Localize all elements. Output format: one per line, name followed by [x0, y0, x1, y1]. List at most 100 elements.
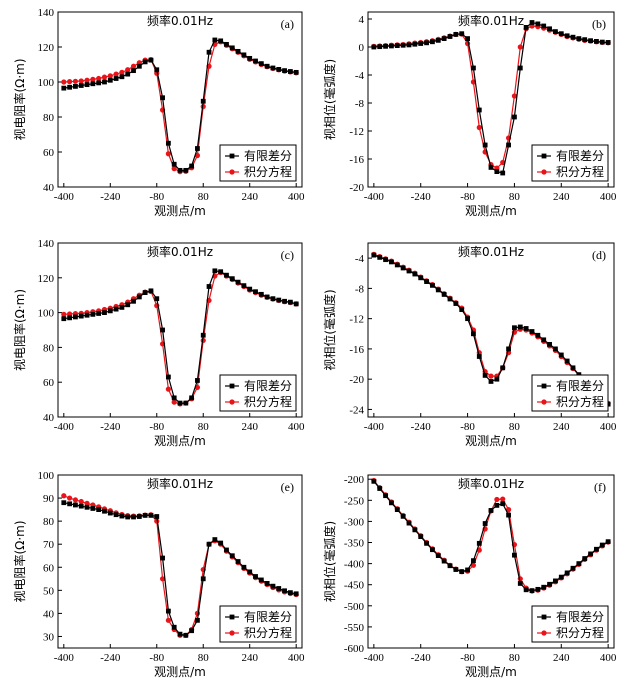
data-point	[154, 67, 160, 73]
x-axis-title: 观测点/m	[154, 665, 206, 679]
data-point	[61, 316, 67, 322]
chart-panel-a: -400 -240 -80 80 240 400 40 60 80 100 120 140 观测点/m 视…	[12, 7, 305, 218]
data-point	[102, 508, 107, 514]
data-point	[570, 34, 576, 40]
x-tick-label: -400	[54, 421, 75, 433]
data-point	[383, 493, 388, 499]
data-point	[500, 501, 506, 507]
series-finite-difference	[371, 252, 611, 407]
data-point	[564, 570, 570, 576]
legend-marker-fd	[229, 383, 235, 389]
y-tick-label: 70	[43, 539, 55, 551]
legend-marker-fd	[541, 153, 547, 159]
data-point	[482, 521, 488, 526]
data-point	[107, 510, 113, 516]
y-tick-label: -8	[355, 283, 365, 295]
data-point	[142, 59, 148, 65]
x-tick-label: 400	[600, 191, 617, 203]
data-point	[136, 514, 142, 519]
data-point	[165, 374, 171, 380]
data-point	[171, 161, 177, 167]
data-point	[553, 578, 558, 584]
data-point	[517, 44, 523, 50]
series-line	[373, 480, 609, 592]
data-point	[270, 296, 276, 302]
data-point	[517, 65, 523, 71]
data-point	[67, 315, 73, 321]
panel-title: 频率0.01Hz	[458, 476, 524, 491]
data-point	[517, 581, 523, 586]
data-point	[90, 81, 96, 87]
data-point	[459, 307, 465, 312]
chart-panel-c: -400 -240 -80 80 240 400 40 60 80 100 120 140 观测点/m 视…	[12, 238, 305, 448]
data-point	[159, 576, 166, 582]
data-point	[165, 608, 171, 614]
data-point	[441, 558, 447, 564]
data-point	[406, 520, 412, 526]
series-integral-equation	[371, 477, 611, 594]
data-point	[61, 500, 67, 506]
data-point	[229, 276, 235, 282]
x-tick-label: 240	[241, 421, 258, 433]
data-point	[494, 376, 500, 382]
data-point	[541, 337, 547, 343]
data-point	[84, 500, 90, 506]
data-point	[471, 331, 476, 337]
data-point	[293, 591, 299, 597]
data-point	[424, 279, 429, 284]
x-tick-label: -80	[149, 652, 164, 664]
data-point	[435, 287, 441, 293]
y-tick-label: 140	[38, 238, 55, 250]
panel-title: 频率0.01Hz	[147, 476, 213, 491]
data-point	[78, 498, 84, 505]
data-point	[113, 76, 119, 81]
data-point	[576, 561, 582, 567]
x-tick-label: 400	[288, 652, 305, 664]
data-point	[418, 41, 424, 46]
data-point	[131, 68, 136, 74]
x-tick-label: -80	[460, 421, 475, 433]
x-tick-label: -240	[411, 421, 432, 433]
data-point	[90, 506, 96, 511]
data-point	[517, 324, 523, 330]
data-point	[67, 501, 73, 507]
y-axis-title: 视相位(毫弧度)	[322, 521, 337, 602]
x-tick-label: 80	[198, 421, 210, 433]
y-tick-label: 100	[38, 77, 55, 89]
data-point	[377, 254, 383, 260]
data-point	[400, 42, 406, 48]
data-point	[235, 279, 241, 285]
data-point	[119, 513, 125, 519]
data-point	[61, 85, 67, 91]
y-tick-label: -20	[349, 182, 364, 194]
data-point	[400, 265, 406, 271]
data-point	[96, 311, 102, 316]
data-point	[195, 146, 200, 151]
data-point	[247, 55, 253, 61]
data-point	[430, 282, 435, 288]
legend-box	[531, 605, 609, 643]
y-tick-label: 30	[43, 631, 55, 643]
data-point	[588, 551, 593, 557]
data-point	[541, 584, 547, 590]
data-point	[165, 617, 171, 623]
data-point	[183, 167, 189, 173]
x-tick-label: 80	[509, 421, 521, 433]
data-point	[102, 79, 107, 85]
panel-title: 频率0.01Hz	[458, 13, 524, 28]
data-point	[500, 365, 506, 371]
data-point	[476, 124, 482, 131]
data-point	[131, 298, 136, 304]
x-tick-label: -80	[149, 191, 164, 203]
data-point	[570, 365, 576, 371]
data-point	[553, 29, 558, 34]
data-point	[441, 292, 447, 297]
data-point	[73, 502, 78, 508]
data-point	[171, 399, 177, 405]
data-point	[576, 36, 582, 41]
panel-label: (f)	[594, 480, 606, 494]
data-point	[107, 308, 113, 314]
data-point	[148, 57, 154, 63]
